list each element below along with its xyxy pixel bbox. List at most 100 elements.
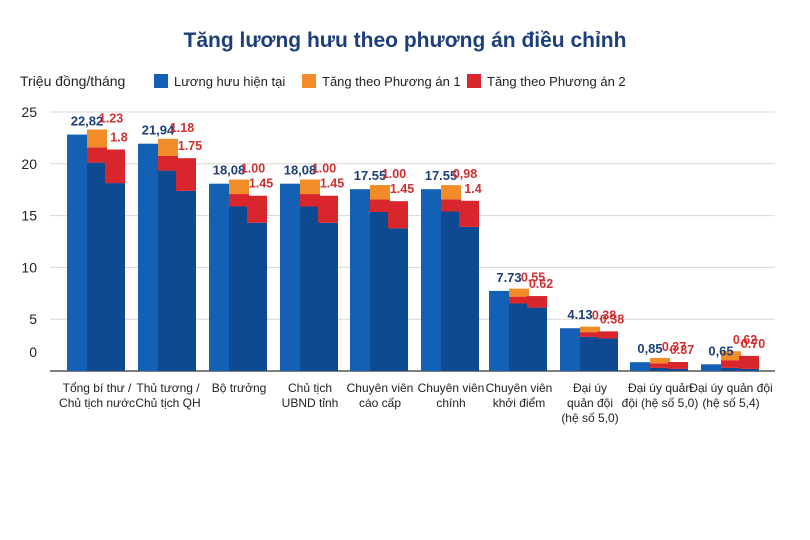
category-label: Thủ tương / (136, 381, 200, 395)
value-label-plan1: 0,62 (733, 333, 757, 347)
bar-plan1-mid (721, 360, 741, 368)
value-label-plan2: 0.62 (529, 277, 553, 291)
value-label-current: 18,08 (284, 163, 317, 178)
value-label-plan2: 0.70 (741, 337, 765, 351)
bar-current (701, 364, 721, 371)
value-label-current: 7.73 (496, 270, 521, 285)
bar-plan1-mid (87, 147, 107, 163)
bar-plan1-base (229, 206, 249, 371)
value-label-current: 21,94 (142, 123, 175, 138)
bar-plan2-base (598, 338, 618, 371)
bar-plan2-base (247, 222, 267, 371)
y-tick-label: 15 (21, 208, 37, 224)
bar-plan2-base (105, 183, 125, 371)
category-label: Đại úy quản đội (689, 381, 772, 395)
category-label: (hệ số 5,4) (702, 396, 759, 410)
value-label-plan2: 1.45 (249, 177, 273, 191)
bar-group-1: 21,941.18 1.75 (138, 121, 202, 371)
bar-plan1-mid (300, 194, 320, 207)
bar-plan2-increase (598, 331, 618, 339)
bar-group-4: 17.551.001.45 (350, 167, 414, 371)
value-label-plan2: 1.45 (390, 182, 414, 196)
bar-plan2-increase (459, 200, 479, 227)
legend-label-current: Lương hưu hiện tại (174, 74, 285, 89)
bar-current (138, 143, 158, 371)
category-label: UBND tỉnh (282, 396, 339, 410)
value-label-current: 22,82 (71, 114, 104, 129)
bar-plan1-increase (158, 138, 178, 156)
chart-title: Tăng lương hưu theo phương án điều chỉnh (184, 29, 627, 52)
y-tick-label: 5 (29, 311, 37, 327)
category-label: cáo cấp (359, 396, 401, 410)
category-label: Đại úy quản (628, 381, 692, 395)
category-label: khởi điểm (493, 396, 546, 410)
value-label-current: 0,65 (708, 343, 733, 358)
bar-current (209, 183, 229, 371)
bar-group-0: 22,821.23 1.8 (67, 111, 128, 371)
value-label-plan1: 1.00 (382, 167, 406, 181)
bar-plan2-increase (105, 149, 125, 184)
y-axis-ticks: 0 5 10 15 20 25 (21, 104, 37, 360)
bar-plan1-mid (650, 363, 670, 368)
bar-plan2-increase (388, 201, 408, 229)
bar-plan2-base (668, 368, 688, 371)
value-label-current: 18,08 (213, 163, 246, 178)
bar-plan1-base (441, 211, 461, 371)
bar-plan1-mid (158, 155, 178, 171)
bar-plan2-increase (527, 296, 547, 308)
category-label: Chuyên viên (418, 381, 485, 395)
category-label: Chủ tịch QH (135, 396, 200, 410)
category-label: Bộ trưởng (212, 381, 267, 395)
bar-current (489, 290, 509, 371)
value-label-plan2: 0.37 (670, 343, 694, 357)
bar-plan2-base (318, 222, 338, 371)
bar-plan1-base (580, 336, 600, 371)
bar-plan2-base (388, 228, 408, 371)
value-label-plan1: 0.38 (592, 309, 616, 323)
value-label-current: 0,85 (637, 341, 662, 356)
value-label-plan2: 0.38 (600, 312, 624, 326)
bar-plan1-increase (300, 179, 320, 195)
category-label: (hệ số 5,0) (561, 411, 618, 425)
value-label-plan2: 1.8 (110, 131, 127, 145)
bar-group-7: 4.13 0.380.38 (560, 307, 624, 371)
category-label: chính (436, 396, 465, 410)
bar-plan1-mid (509, 296, 529, 304)
bar-plan1-mid (370, 199, 390, 212)
legend-swatch-current (154, 74, 168, 88)
bar-current (560, 328, 580, 371)
value-label-plan2: 1.45 (320, 177, 344, 191)
bar-plan2-base (527, 307, 547, 371)
bar-plan1-mid (441, 199, 461, 212)
value-label-plan1: 0.37 (662, 340, 686, 354)
bar-group-5: 17.550,981.4 (421, 167, 482, 371)
bar-plan1-base (650, 367, 670, 371)
bar-plan1-base (370, 211, 390, 371)
bar-group-9: 0,650,620.70 (701, 333, 765, 371)
category-label: Đại úy (573, 381, 607, 395)
value-label-plan2: 1.75 (178, 139, 202, 153)
bar-group-2: 18,081.001.45 (209, 162, 273, 371)
category-label: quản đội (567, 396, 613, 410)
bar-groups: 22,821.231.8 21,941.181.7518,081.001.4518… (67, 111, 765, 371)
y-axis-label: Triệu đồng/tháng (20, 73, 125, 89)
bar-plan1-increase (370, 185, 390, 200)
bar-plan1-base (158, 170, 178, 371)
bar-plan1-increase (441, 185, 461, 200)
bar-plan2-increase (176, 158, 196, 191)
category-label: đội (hệ số 5,0) (622, 396, 699, 410)
bar-plan2-increase (318, 195, 338, 223)
bar-plan2-increase (739, 355, 759, 369)
bar-plan1-increase (229, 179, 249, 195)
y-tick-label: 0 (29, 344, 37, 360)
value-label-current: 17.55 (425, 168, 458, 183)
value-label-plan1: 1.00 (241, 162, 265, 176)
category-label: Chủ tịch nước (59, 396, 135, 410)
bar-plan1-base (721, 367, 741, 371)
bar-plan1-increase (721, 351, 741, 361)
legend-label-plan1: Tăng theo Phương án 1 (322, 74, 461, 89)
y-tick-label: 10 (21, 259, 37, 275)
bar-plan1-increase (509, 288, 529, 297)
